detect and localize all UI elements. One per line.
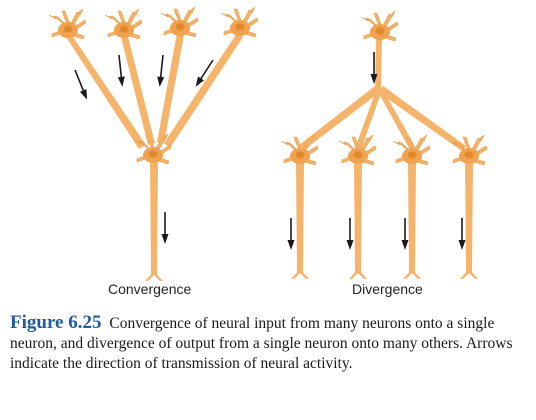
branch-3 <box>377 88 416 150</box>
convergence-group <box>48 6 259 281</box>
divergence-label: Divergence <box>352 281 423 297</box>
input-axon-4 <box>164 33 243 148</box>
axon-terminal <box>460 270 478 279</box>
output-axon <box>150 160 158 274</box>
input-axon-1 <box>66 37 146 149</box>
axon-terminal <box>145 272 163 281</box>
arrow-down-icon <box>400 217 410 251</box>
neuron-icon <box>338 134 377 166</box>
neuron-icon <box>280 134 319 166</box>
arrow-down-icon <box>114 53 127 88</box>
neuron-icon <box>220 6 259 38</box>
neuron-icon <box>392 134 431 166</box>
arrow-down-icon <box>160 211 170 245</box>
input-axon-3 <box>157 33 184 143</box>
branch-1 <box>299 86 380 150</box>
branch-2 <box>355 88 382 150</box>
arrow-down-icon <box>70 67 92 102</box>
figure-number: Figure 6.25 <box>10 312 102 333</box>
neuron-icon <box>360 10 399 42</box>
arrow-down-icon <box>155 53 168 88</box>
neuron-icon <box>160 6 199 38</box>
convergence-label: Convergence <box>108 281 192 297</box>
neural-circuit-diagram <box>48 6 488 281</box>
output-axon-3 <box>408 162 416 272</box>
arrow-down-icon <box>286 217 296 251</box>
input-axon-2 <box>121 37 155 145</box>
arrow-down-icon <box>457 217 467 251</box>
axon-terminal <box>403 270 421 279</box>
output-axon-2 <box>354 162 362 272</box>
axon-terminal <box>291 270 309 279</box>
neuron-icon <box>48 8 87 40</box>
branch-4 <box>378 86 466 151</box>
caption-text: Convergence of neural input from many ne… <box>10 315 513 372</box>
figure-caption: Figure 6.25 Convergence of neural input … <box>10 313 526 374</box>
axon-terminal <box>349 270 367 279</box>
neuron-icon <box>104 8 143 40</box>
arrow-down-icon <box>345 217 355 251</box>
divergence-group <box>280 10 488 279</box>
source-axon <box>375 38 382 90</box>
output-axon-1 <box>296 162 304 272</box>
output-axon-4 <box>465 162 473 272</box>
